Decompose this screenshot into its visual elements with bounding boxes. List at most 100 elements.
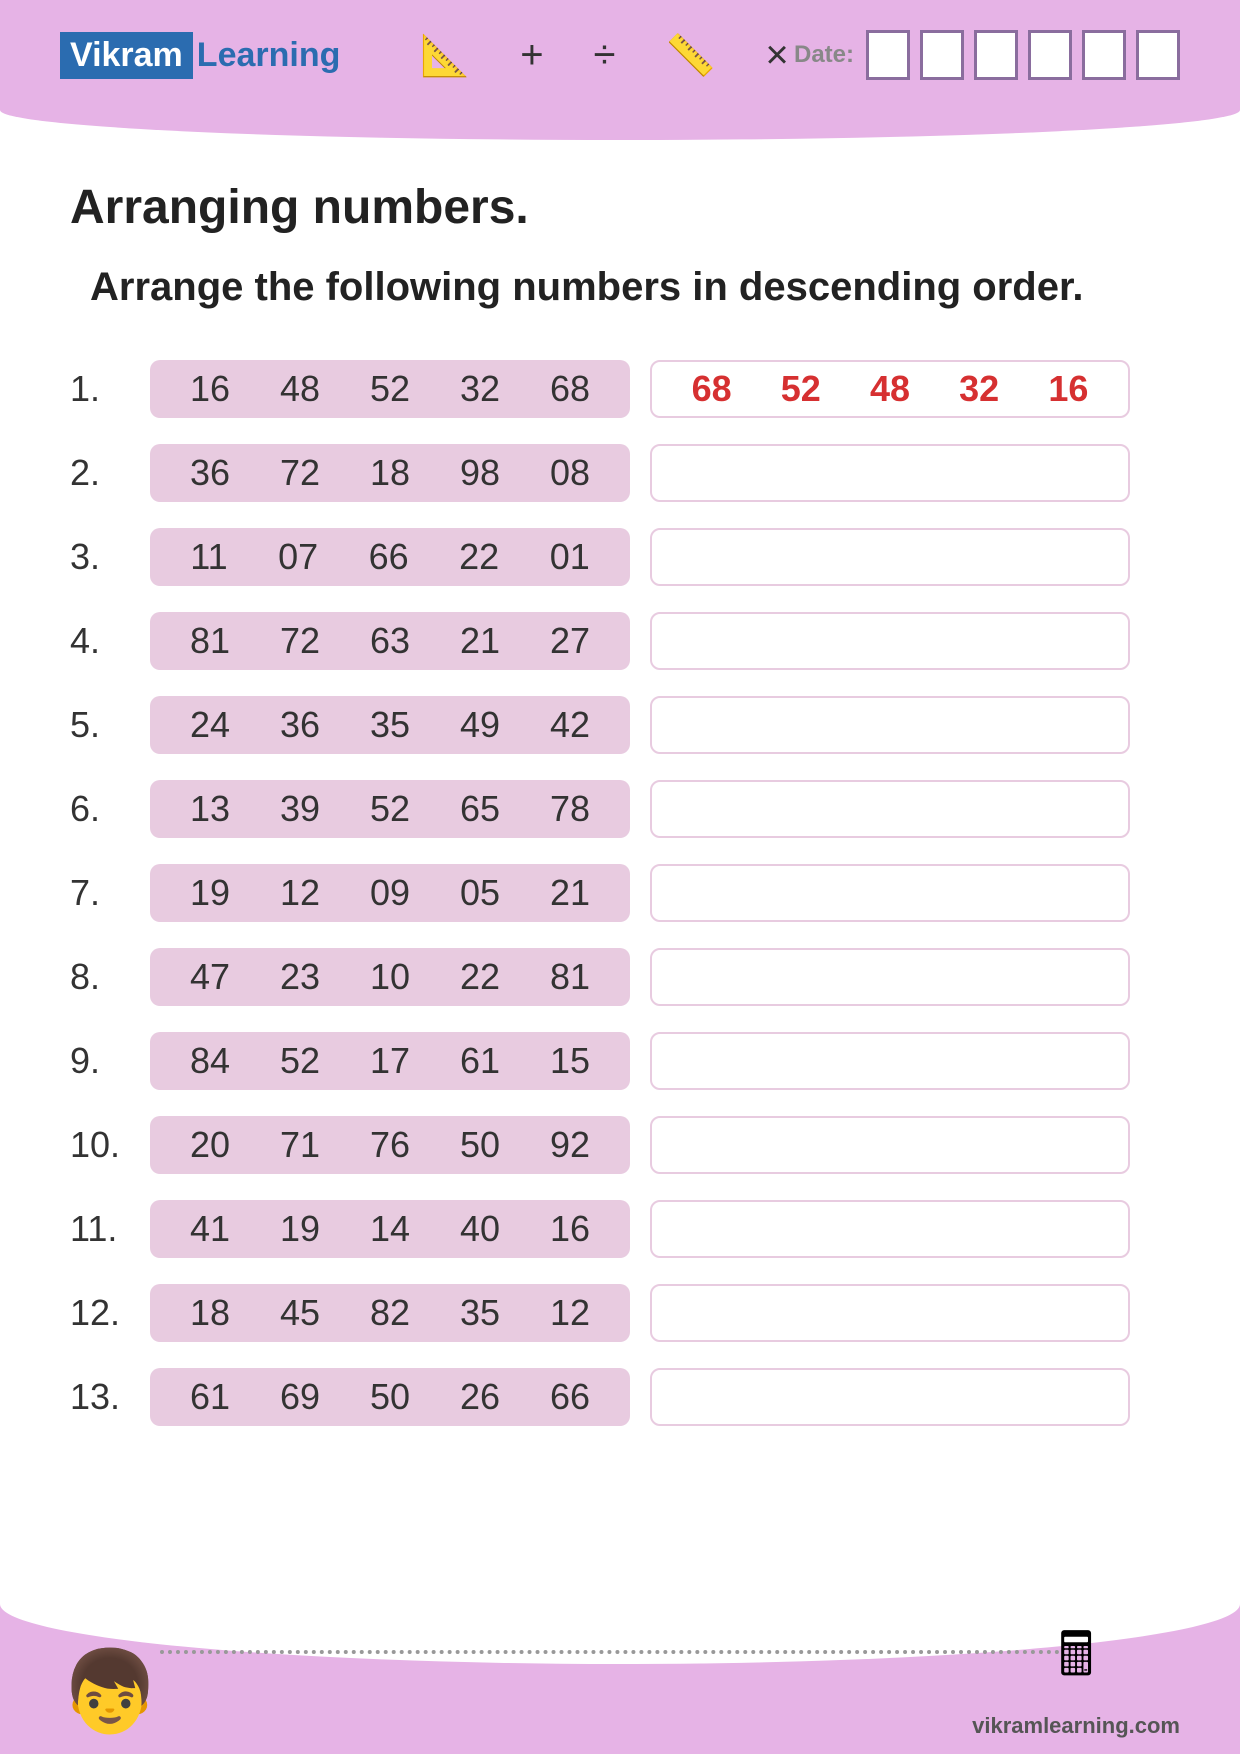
answer-box[interactable]: 6852483216 [650, 360, 1130, 418]
numbers-box: 13 39 52 65 78 [150, 780, 630, 838]
number-value: 17 [370, 1040, 410, 1082]
number-value: 18 [370, 452, 410, 494]
problem-row: 12.1845823512 [70, 1284, 1170, 1342]
number-value: 14 [370, 1208, 410, 1250]
row-number: 7. [70, 872, 130, 914]
numbers-box: 6169502666 [150, 1368, 630, 1426]
answer-box[interactable] [650, 1200, 1130, 1258]
problem-row: 2.3672189808 [70, 444, 1170, 502]
number-value: 19 [280, 1208, 320, 1250]
number-value: 68 [550, 368, 590, 410]
number-value: 92 [550, 1124, 590, 1166]
plus-icon: + [520, 33, 543, 78]
answer-box[interactable] [650, 696, 1130, 754]
number-value: 52 [370, 788, 410, 830]
answer-value: 68 [692, 368, 732, 410]
problem-row: 6. 13 39 52 65 78 [70, 780, 1170, 838]
answer-box[interactable] [650, 1284, 1130, 1342]
logo-learning: Learning [193, 36, 341, 75]
problem-row: 5.2436354942 [70, 696, 1170, 754]
numbers-box: 2071765092 [150, 1116, 630, 1174]
answer-box[interactable] [650, 948, 1130, 1006]
row-number: 5. [70, 704, 130, 746]
number-value: 82 [370, 1292, 410, 1334]
date-section: Date: [794, 30, 1180, 80]
number-value: 18 [190, 1292, 230, 1334]
number-value: 66 [550, 1376, 590, 1418]
number-value: 36 [280, 704, 320, 746]
number-value: 22 [460, 956, 500, 998]
answer-value: 32 [959, 368, 999, 410]
problem-row: 10. 2071765092 [70, 1116, 1170, 1174]
numbers-box: 1845823512 [150, 1284, 630, 1342]
multiply-icon: × [765, 33, 788, 78]
number-value: 20 [190, 1124, 230, 1166]
number-value: 12 [550, 1292, 590, 1334]
answer-box[interactable] [650, 612, 1130, 670]
row-number: 11. [70, 1208, 130, 1250]
number-value: 09 [370, 872, 410, 914]
logo-vikram: Vikram [60, 32, 193, 79]
answer-value: 16 [1048, 368, 1088, 410]
problem-row: 13. 6169502666 [70, 1368, 1170, 1426]
numbers-box: 2436354942 [150, 696, 630, 754]
answer-box[interactable] [650, 528, 1130, 586]
number-value: 81 [550, 956, 590, 998]
number-value: 12 [280, 872, 320, 914]
number-value: 24 [190, 704, 230, 746]
answer-value: 52 [781, 368, 821, 410]
number-value: 98 [460, 452, 500, 494]
number-value: 39 [280, 788, 320, 830]
number-value: 50 [370, 1376, 410, 1418]
number-value: 81 [190, 620, 230, 662]
page-title: Arranging numbers. [70, 180, 1170, 235]
date-box-6[interactable] [1136, 30, 1180, 80]
problem-row: 11.4119144016 [70, 1200, 1170, 1258]
number-value: 08 [550, 452, 590, 494]
row-number: 4. [70, 620, 130, 662]
answer-box[interactable] [650, 1116, 1130, 1174]
date-box-3[interactable] [974, 30, 1018, 80]
number-value: 11 [190, 536, 227, 578]
row-number: 8. [70, 956, 130, 998]
number-value: 19 [190, 872, 230, 914]
row-number: 3. [70, 536, 130, 578]
triangle-ruler-icon: 📐 [420, 32, 470, 79]
number-value: 35 [460, 1292, 500, 1334]
dotted-line [160, 1650, 1060, 1654]
row-number: 10. [70, 1124, 130, 1166]
row-number: 9. [70, 1040, 130, 1082]
number-value: 13 [190, 788, 230, 830]
logo: Vikram Learning [60, 32, 340, 79]
calculator-icon: 🖩 [1058, 1611, 1094, 1713]
number-value: 65 [460, 788, 500, 830]
number-value: 78 [550, 788, 590, 830]
row-number: 13. [70, 1376, 130, 1418]
number-value: 41 [190, 1208, 230, 1250]
website-url: vikramlearning.com [972, 1713, 1180, 1739]
number-value: 16 [190, 368, 230, 410]
answer-box[interactable] [650, 780, 1130, 838]
date-box-5[interactable] [1082, 30, 1126, 80]
number-value: 27 [550, 620, 590, 662]
number-value: 15 [550, 1040, 590, 1082]
date-box-2[interactable] [920, 30, 964, 80]
date-box-1[interactable] [866, 30, 910, 80]
row-number: 12. [70, 1292, 130, 1334]
number-value: 76 [370, 1124, 410, 1166]
row-number: 2. [70, 452, 130, 494]
number-value: 07 [278, 536, 318, 578]
row-number: 6. [70, 788, 130, 830]
answer-box[interactable] [650, 444, 1130, 502]
boy-icon: 👦 [60, 1645, 160, 1739]
number-value: 49 [460, 704, 500, 746]
numbers-box: 8172632127 [150, 612, 630, 670]
date-box-4[interactable] [1028, 30, 1072, 80]
number-value: 52 [370, 368, 410, 410]
answer-box[interactable] [650, 864, 1130, 922]
number-value: 47 [190, 956, 230, 998]
answer-box[interactable] [650, 1032, 1130, 1090]
number-value: 01 [550, 536, 590, 578]
answer-box[interactable] [650, 1368, 1130, 1426]
numbers-box: 3672189808 [150, 444, 630, 502]
